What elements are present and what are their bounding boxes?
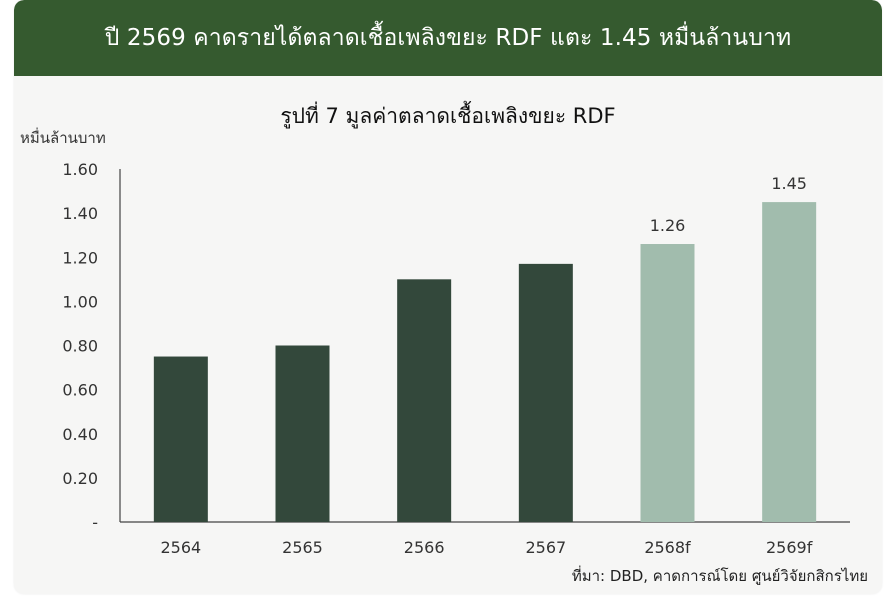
x-tick-label: 2564 [160,538,201,557]
data-label: 1.26 [650,216,686,235]
header-banner: ปี 2569 คาดรายได้ตลาดเชื้อเพลิงขยะ RDF แ… [14,0,882,76]
actual-bar [153,356,208,522]
header-title: ปี 2569 คาดรายได้ตลาดเชื้อเพลิงขยะ RDF แ… [104,25,792,51]
source-note: ที่มา: DBD, คาดการณ์โดย ศูนย์วิจัยกสิกรไ… [571,567,868,585]
y-tick-label: 0.40 [62,425,98,444]
y-tick-label: 1.00 [62,292,98,311]
bar-chart: - 0.20 0.40 0.60 0.80 1.00 1.20 1.40 1.60 2564 256… [62,160,850,557]
y-tick-label: 1.40 [62,204,98,223]
x-tick-label: 2567 [525,538,566,557]
forecast-bar [762,202,817,522]
data-label: 1.45 [771,174,807,193]
y-tick-label: 1.20 [62,248,98,267]
actual-bar [397,279,452,522]
chart-card: ปี 2569 คาดรายได้ตลาดเชื้อเพลิงขยะ RDF แ… [14,0,882,594]
x-tick-label: 2565 [282,538,323,557]
x-tick-label: 2568f [644,538,691,557]
y-tick-label: 0.80 [62,337,98,356]
forecast-bar [640,244,695,522]
y-tick-label: 0.20 [62,469,98,488]
x-tick-label: 2566 [404,538,445,557]
y-tick-label: 0.60 [62,381,98,400]
chart-title: รูปที่ 7 มูลค่าตลาดเชื้อเพลิงขยะ RDF [280,104,616,128]
actual-bar [275,345,330,522]
y-tick-label: - [92,513,98,532]
x-tick-label: 2569f [766,538,813,557]
actual-bar [518,263,573,522]
y-axis-unit-label: หมื่นล้านบาท [20,129,106,147]
y-tick-label: 1.60 [62,160,98,179]
